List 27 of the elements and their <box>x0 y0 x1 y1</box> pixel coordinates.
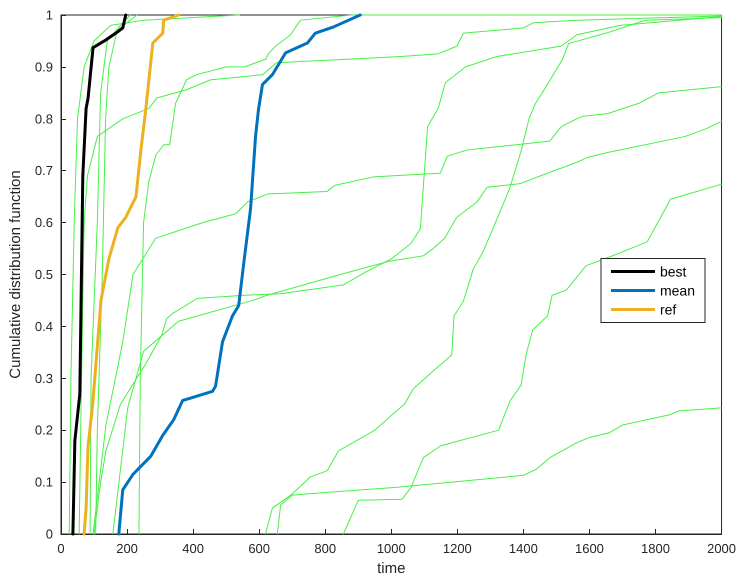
x-axis-title: time <box>377 560 406 577</box>
x-tick-label: 0 <box>57 541 65 556</box>
x-tick-label: 200 <box>116 541 138 556</box>
y-tick-label: 0.4 <box>34 318 53 334</box>
y-tick-label: 0 <box>46 526 53 542</box>
y-tick-label: 0.1 <box>34 474 53 490</box>
y-tick-label: 0.9 <box>34 59 53 74</box>
y-tick-label: 0.5 <box>34 267 53 282</box>
x-tick-label: 2000 <box>707 541 736 556</box>
legend-label: best <box>660 264 687 280</box>
y-axis-title: Cumulative distribution function <box>7 170 24 379</box>
x-tick-label: 1200 <box>442 541 472 556</box>
legend-label: mean <box>660 282 696 298</box>
x-tick-label: 600 <box>248 541 270 556</box>
x-tick-label: 400 <box>182 541 204 556</box>
y-tick-label: 0.6 <box>34 215 53 230</box>
x-tick-label: 1800 <box>641 541 670 556</box>
x-tick-label: 1000 <box>376 541 406 556</box>
y-tick-label: 1 <box>46 8 53 22</box>
x-tick-label: 1600 <box>574 541 604 556</box>
y-tick-label: 0.3 <box>34 370 53 386</box>
y-tick-label: 0.7 <box>34 163 53 178</box>
x-tick-label: 800 <box>314 541 336 556</box>
x-tick-label: 1400 <box>508 541 538 556</box>
y-tick-label: 0.2 <box>34 422 53 438</box>
y-tick-label: 0.8 <box>34 111 53 126</box>
legend-label: ref <box>660 302 676 318</box>
